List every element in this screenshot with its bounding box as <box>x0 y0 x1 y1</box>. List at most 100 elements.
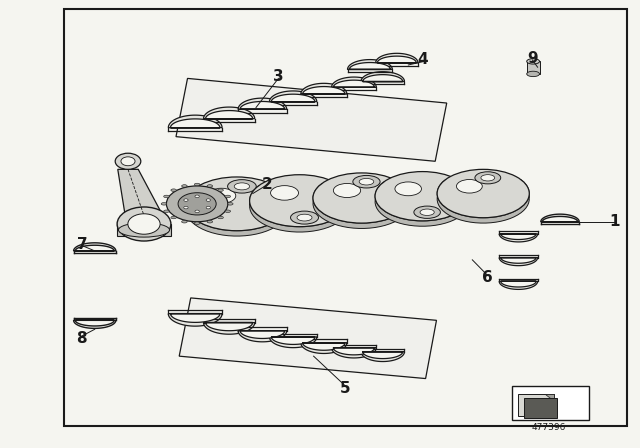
Ellipse shape <box>291 211 319 224</box>
Ellipse shape <box>186 177 288 231</box>
Ellipse shape <box>375 172 470 221</box>
Polygon shape <box>375 182 470 226</box>
Polygon shape <box>240 331 285 338</box>
Ellipse shape <box>195 222 200 224</box>
Polygon shape <box>240 102 285 109</box>
Ellipse shape <box>437 169 529 218</box>
Polygon shape <box>303 86 345 94</box>
Ellipse shape <box>195 195 199 198</box>
Polygon shape <box>269 337 317 348</box>
Polygon shape <box>500 234 536 240</box>
Ellipse shape <box>420 209 434 215</box>
Ellipse shape <box>128 214 160 234</box>
Ellipse shape <box>182 220 187 223</box>
Ellipse shape <box>414 206 440 218</box>
Text: 477396: 477396 <box>532 423 566 432</box>
FancyBboxPatch shape <box>518 394 554 416</box>
Ellipse shape <box>164 210 169 212</box>
Ellipse shape <box>207 185 212 187</box>
Polygon shape <box>301 343 347 353</box>
Ellipse shape <box>161 202 166 205</box>
Ellipse shape <box>207 220 212 223</box>
Ellipse shape <box>313 173 410 223</box>
Ellipse shape <box>481 175 495 181</box>
Ellipse shape <box>297 214 312 221</box>
Ellipse shape <box>178 193 216 215</box>
Ellipse shape <box>184 199 188 201</box>
Polygon shape <box>269 91 317 102</box>
Ellipse shape <box>184 207 188 209</box>
Polygon shape <box>378 56 416 63</box>
Polygon shape <box>313 183 410 228</box>
Text: 9: 9 <box>527 51 538 66</box>
Ellipse shape <box>118 223 170 237</box>
Ellipse shape <box>218 216 223 219</box>
Polygon shape <box>332 77 376 87</box>
Ellipse shape <box>207 188 236 203</box>
Polygon shape <box>186 188 288 236</box>
Polygon shape <box>499 258 538 266</box>
Ellipse shape <box>527 59 540 64</box>
Polygon shape <box>205 111 253 119</box>
Polygon shape <box>499 281 538 289</box>
Polygon shape <box>500 281 536 287</box>
Text: 1: 1 <box>609 214 620 229</box>
Ellipse shape <box>333 184 360 198</box>
Ellipse shape <box>475 172 500 184</box>
Ellipse shape <box>115 153 141 169</box>
Ellipse shape <box>182 185 187 187</box>
Polygon shape <box>74 243 116 251</box>
Ellipse shape <box>271 185 298 200</box>
Polygon shape <box>376 53 418 63</box>
Polygon shape <box>170 119 220 128</box>
Polygon shape <box>542 216 578 222</box>
Polygon shape <box>118 169 163 215</box>
Ellipse shape <box>171 216 177 219</box>
Ellipse shape <box>164 195 169 198</box>
Polygon shape <box>361 352 404 362</box>
Polygon shape <box>271 337 315 345</box>
Polygon shape <box>301 83 347 94</box>
Ellipse shape <box>225 195 230 198</box>
Ellipse shape <box>527 71 540 77</box>
Ellipse shape <box>234 183 250 190</box>
Polygon shape <box>363 75 403 82</box>
Ellipse shape <box>359 178 374 185</box>
Polygon shape <box>332 348 376 358</box>
Polygon shape <box>437 179 529 223</box>
Polygon shape <box>361 72 404 82</box>
Polygon shape <box>271 94 315 102</box>
FancyBboxPatch shape <box>524 398 557 418</box>
Polygon shape <box>204 107 255 119</box>
Polygon shape <box>168 314 222 326</box>
Polygon shape <box>499 234 538 242</box>
Ellipse shape <box>456 180 483 193</box>
Text: 5: 5 <box>340 381 351 396</box>
Ellipse shape <box>250 175 349 227</box>
Polygon shape <box>238 331 287 342</box>
Ellipse shape <box>121 157 135 166</box>
Polygon shape <box>168 115 222 128</box>
Polygon shape <box>363 352 403 358</box>
Polygon shape <box>250 185 349 232</box>
Polygon shape <box>333 348 374 355</box>
Polygon shape <box>541 214 579 222</box>
Polygon shape <box>527 61 540 74</box>
Ellipse shape <box>171 189 177 191</box>
Ellipse shape <box>206 207 211 209</box>
Ellipse shape <box>195 210 199 213</box>
Polygon shape <box>179 298 436 379</box>
Polygon shape <box>117 224 171 236</box>
Polygon shape <box>348 60 392 69</box>
Ellipse shape <box>228 202 233 205</box>
Text: 3: 3 <box>273 69 284 84</box>
Ellipse shape <box>395 182 422 196</box>
Ellipse shape <box>218 189 223 191</box>
Polygon shape <box>545 394 554 401</box>
Polygon shape <box>76 320 114 326</box>
Polygon shape <box>176 78 447 161</box>
Ellipse shape <box>166 186 228 222</box>
Ellipse shape <box>353 176 380 188</box>
Polygon shape <box>204 323 255 334</box>
Ellipse shape <box>195 183 200 186</box>
